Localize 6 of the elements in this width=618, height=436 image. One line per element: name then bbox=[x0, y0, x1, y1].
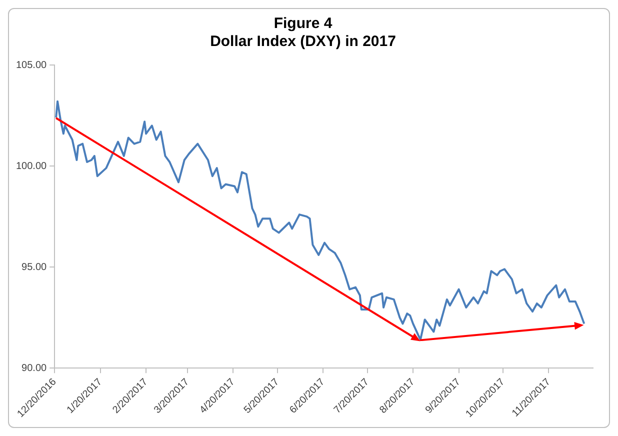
y-tick-label: 95.00 bbox=[22, 262, 48, 273]
chart-subtitle: Dollar Index (DXY) in 2017 bbox=[210, 33, 396, 50]
y-tick-label: 90.00 bbox=[22, 362, 48, 374]
y-tick-label: 100.00 bbox=[16, 160, 48, 172]
y-tick-label: 105.00 bbox=[16, 60, 48, 71]
chart-title: Figure 4 bbox=[274, 15, 333, 32]
